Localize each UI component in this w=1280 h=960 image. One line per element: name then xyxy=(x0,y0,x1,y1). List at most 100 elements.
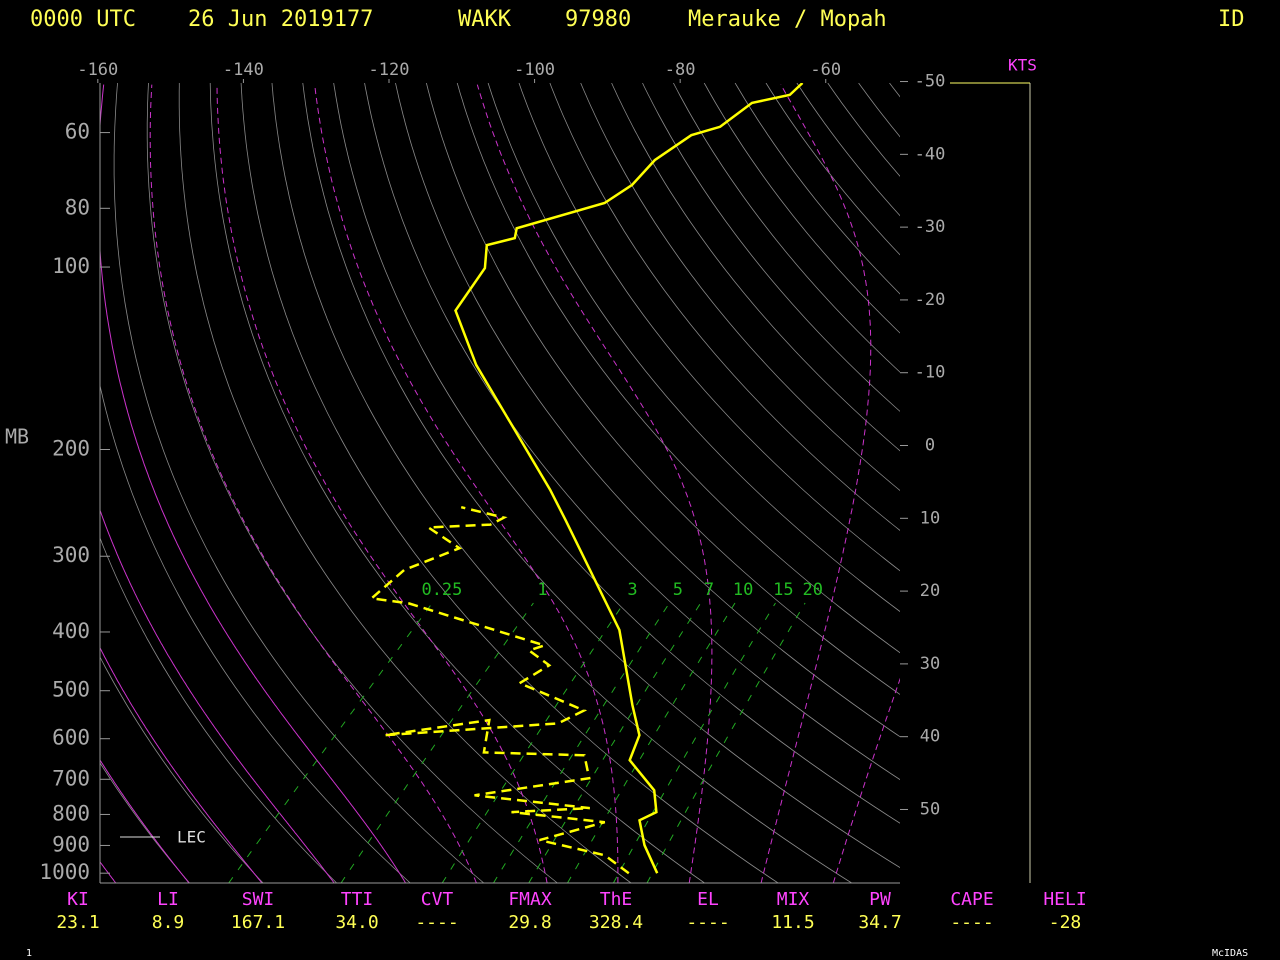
legend-label: LEC xyxy=(177,828,206,847)
dry-adiabat xyxy=(549,83,900,531)
mixing-ratio-label: 1 xyxy=(537,580,547,600)
header-time: 0000 UTC xyxy=(30,7,136,32)
header-id: 97980 xyxy=(565,7,631,32)
dry-adiabat xyxy=(518,83,900,572)
wind-label: KTS xyxy=(1008,56,1037,75)
moist-adiabat xyxy=(100,646,263,883)
x-tick-label: -120 xyxy=(369,60,410,80)
dry-adiabat xyxy=(611,83,900,452)
thermo-grid xyxy=(100,83,900,883)
id-label: ID xyxy=(1218,7,1245,32)
moist-adiabat xyxy=(100,84,407,883)
header-name: Merauke / Mopah xyxy=(688,7,887,32)
index-name: KI xyxy=(67,889,89,910)
dewpoint-line xyxy=(368,505,630,875)
dry-adiabat xyxy=(178,83,632,883)
y-tick-label: 400 xyxy=(52,619,90,643)
isotherm-tick-label: 0 xyxy=(925,436,935,456)
dry-adiabat xyxy=(456,83,900,654)
isotherm-tick-label: 30 xyxy=(920,654,940,674)
index-name: SWI xyxy=(242,889,275,910)
index-name: MIX xyxy=(777,889,810,910)
index-name: TTI xyxy=(341,889,374,910)
mixing-ratio-line xyxy=(612,602,776,883)
mixing-ratio-label: 7 xyxy=(704,580,714,600)
y-tick-label: 1000 xyxy=(39,860,90,884)
dry-adiabat xyxy=(580,83,900,492)
dry-adiabat xyxy=(395,83,900,738)
mixing-ratio-line xyxy=(228,602,433,883)
index-name: CAPE xyxy=(950,889,993,910)
mixing-ratio-label: 10 xyxy=(733,580,753,600)
moist-adiabat xyxy=(314,84,619,883)
index-value: 34.7 xyxy=(858,912,901,933)
index-name: HELI xyxy=(1043,889,1086,910)
isotherm-tick-label: 50 xyxy=(920,799,940,819)
dry-adiabat xyxy=(734,83,900,295)
x-tick-label: -60 xyxy=(810,60,841,80)
moist-adiabat xyxy=(216,84,548,883)
index-value: 23.1 xyxy=(56,912,99,933)
isotherm-tick-label: -40 xyxy=(915,144,946,164)
y-tick-label: 80 xyxy=(65,195,90,219)
dry-adiabat xyxy=(487,83,900,613)
index-value: ---- xyxy=(415,912,458,933)
index-value: ---- xyxy=(686,912,729,933)
mixing-ratio-line xyxy=(441,602,625,883)
mixing-ratio-label: 5 xyxy=(673,580,683,600)
moist-adiabat xyxy=(100,508,335,883)
index-value: 29.8 xyxy=(508,912,551,933)
dry-adiabat xyxy=(100,536,337,883)
x-tick-label: -100 xyxy=(514,60,555,80)
y-axis-label: MB xyxy=(5,425,29,449)
dry-adiabat xyxy=(765,83,900,256)
index-name: CVT xyxy=(421,889,454,910)
index-name: LI xyxy=(157,889,179,910)
y-tick-label: 500 xyxy=(52,678,90,702)
index-value: 34.0 xyxy=(335,912,378,933)
index-name: ThE xyxy=(600,889,633,910)
index-name: FMAX xyxy=(508,889,552,910)
y-tick-label: 800 xyxy=(52,801,90,825)
isotherm-tick-label: -30 xyxy=(915,217,946,237)
x-tick-label: -140 xyxy=(223,60,264,80)
mixing-ratio-label: 0.25 xyxy=(421,580,462,600)
dry-adiabat xyxy=(100,656,264,883)
footer-left: 1 xyxy=(26,948,32,959)
index-value: 8.9 xyxy=(152,912,185,933)
y-tick-label: 900 xyxy=(52,832,90,856)
isotherm-tick-label: -50 xyxy=(915,72,946,92)
dry-adiabat xyxy=(113,83,485,883)
dry-adiabat xyxy=(100,383,411,883)
isotherm-tick-label: 10 xyxy=(920,508,940,528)
y-tick-label: 200 xyxy=(52,437,90,461)
isotherm-tick-label: -10 xyxy=(915,363,946,383)
dry-adiabat xyxy=(146,83,558,883)
index-value: ---- xyxy=(950,912,993,933)
dry-adiabat xyxy=(302,83,900,869)
header-date: 26 Jun 2019177 xyxy=(188,7,373,32)
dry-adiabat xyxy=(703,83,900,334)
y-tick-label: 700 xyxy=(52,766,90,790)
y-tick-label: 300 xyxy=(52,543,90,567)
dry-adiabat xyxy=(240,83,779,883)
index-value: 11.5 xyxy=(771,912,814,933)
x-tick-label: -160 xyxy=(77,60,118,80)
isotherm-tick-label: 40 xyxy=(920,727,940,747)
mixing-ratio-label: 3 xyxy=(627,580,637,600)
footer-right: McIDAS xyxy=(1212,948,1248,959)
dry-adiabat xyxy=(364,83,900,781)
dry-adiabat xyxy=(673,83,900,373)
index-name: EL xyxy=(697,889,719,910)
profiles xyxy=(368,83,804,875)
index-value: 167.1 xyxy=(231,912,285,933)
dry-adiabat xyxy=(333,83,900,824)
y-tick-label: 60 xyxy=(65,120,90,144)
mixing-ratio-label: 15 xyxy=(773,580,793,600)
mixing-ratio-label: 20 xyxy=(803,580,823,600)
index-value: -28 xyxy=(1049,912,1082,933)
y-tick-label: 100 xyxy=(52,254,90,278)
y-tick-label: 600 xyxy=(52,726,90,750)
